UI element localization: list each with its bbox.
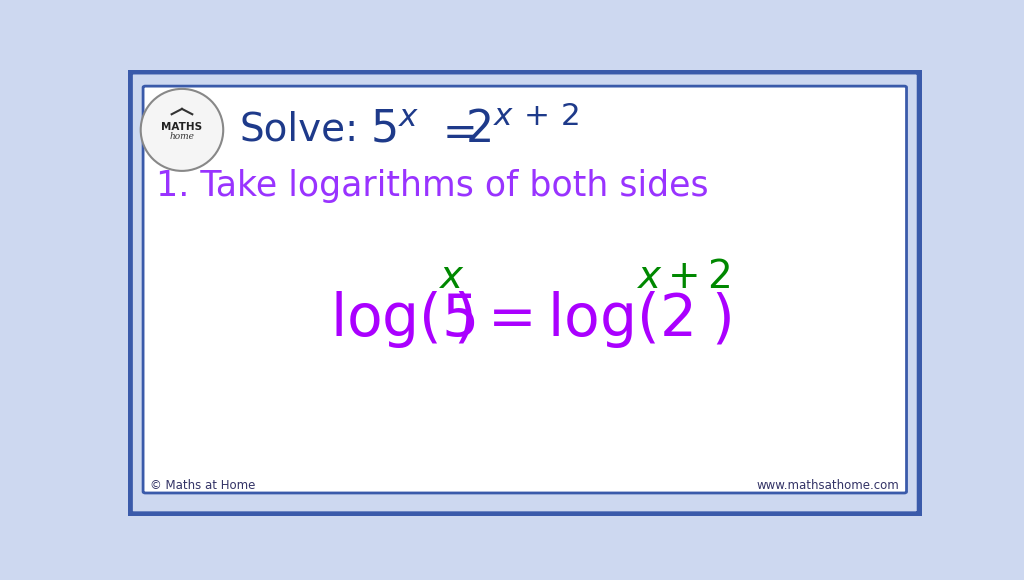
Text: $=$: $=$ (433, 110, 474, 152)
Text: MATHS: MATHS (162, 122, 203, 132)
FancyBboxPatch shape (128, 70, 922, 516)
Text: www.mathsathome.com: www.mathsathome.com (757, 479, 899, 492)
Text: home: home (169, 132, 195, 141)
Text: $2^{x\,+\,2}$: $2^{x\,+\,2}$ (465, 108, 580, 152)
Text: $x+2$: $x+2$ (636, 258, 730, 296)
Text: Solve:: Solve: (240, 111, 358, 149)
Text: © Maths at Home: © Maths at Home (151, 479, 256, 492)
Text: $\mathrm{)}$: $\mathrm{)}$ (712, 291, 731, 348)
Text: $\mathrm{log}(5$: $\mathrm{log}(5$ (331, 289, 476, 350)
Text: $5^{x}$: $5^{x}$ (370, 108, 420, 151)
Text: 1. Take logarithms of both sides: 1. Take logarithms of both sides (156, 169, 709, 203)
Text: $\mathrm{)} = \mathrm{log}(2$: $\mathrm{)} = \mathrm{log}(2$ (454, 289, 693, 350)
Text: $x$: $x$ (437, 258, 464, 296)
Ellipse shape (140, 89, 223, 171)
FancyBboxPatch shape (143, 86, 906, 493)
